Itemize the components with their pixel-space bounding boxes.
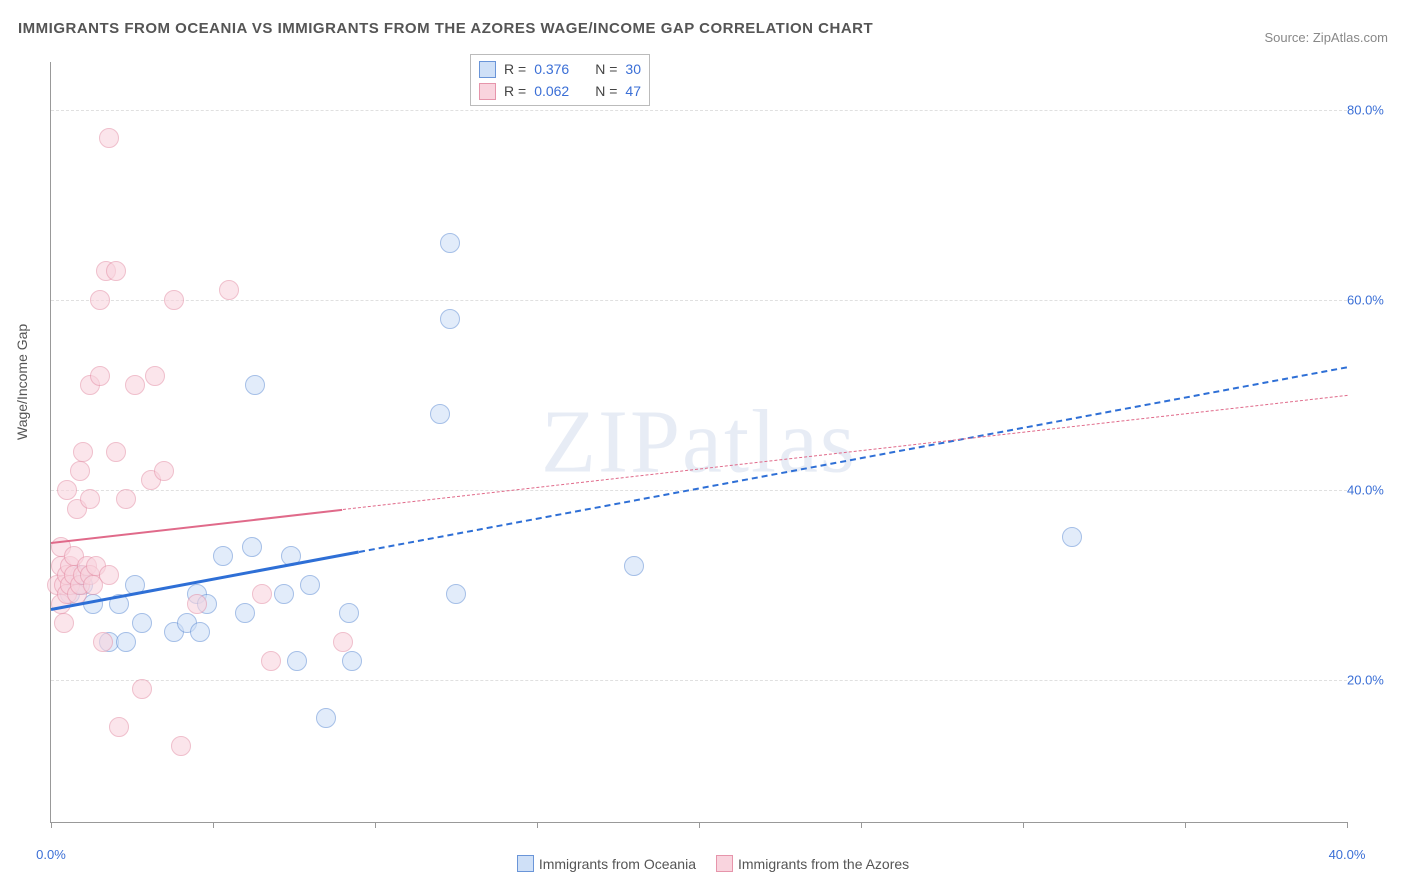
legend-series-label: Immigrants from Oceania [539, 856, 696, 872]
legend-swatch [479, 61, 496, 78]
data-point [106, 442, 126, 462]
data-point [99, 565, 119, 585]
data-point [171, 736, 191, 756]
data-point [339, 603, 359, 623]
data-point [73, 442, 93, 462]
x-tick [699, 822, 700, 828]
legend-n-value: 47 [625, 80, 641, 102]
data-point [440, 309, 460, 329]
x-tick [1023, 822, 1024, 828]
watermark: ZIPatlas [541, 391, 857, 494]
data-point [1062, 527, 1082, 547]
gridline [51, 110, 1347, 111]
data-point [287, 651, 307, 671]
legend-n-label: N = [595, 58, 617, 80]
data-point [93, 632, 113, 652]
trend-line [51, 509, 343, 544]
data-point [116, 632, 136, 652]
legend-series-label: Immigrants from the Azores [738, 856, 909, 872]
data-point [242, 537, 262, 557]
data-point [446, 584, 466, 604]
data-point [80, 489, 100, 509]
legend-swatch [517, 855, 534, 872]
legend-row: R = 0.062 N = 47 [479, 80, 641, 102]
gridline [51, 490, 1347, 491]
legend-n-label: N = [595, 80, 617, 102]
data-point [274, 584, 294, 604]
legend-r-label: R = [504, 58, 526, 80]
data-point [333, 632, 353, 652]
trend-line [359, 366, 1348, 553]
y-tick-label: 80.0% [1347, 102, 1397, 117]
data-point [261, 651, 281, 671]
x-tick [1185, 822, 1186, 828]
data-point [440, 233, 460, 253]
legend-r-value: 0.376 [534, 58, 569, 80]
series-legend: Immigrants from Oceania Immigrants from t… [0, 855, 1406, 872]
x-tick [375, 822, 376, 828]
data-point [90, 290, 110, 310]
data-point [430, 404, 450, 424]
data-point [252, 584, 272, 604]
correlation-legend: R = 0.376 N = 30 R = 0.062 N = 47 [470, 54, 650, 106]
data-point [154, 461, 174, 481]
data-point [116, 489, 136, 509]
y-axis-title: Wage/Income Gap [14, 324, 30, 440]
data-point [624, 556, 644, 576]
x-tick [51, 822, 52, 828]
data-point [54, 613, 74, 633]
source-label: Source: ZipAtlas.com [1264, 30, 1388, 45]
data-point [99, 128, 119, 148]
data-point [190, 622, 210, 642]
data-point [219, 280, 239, 300]
gridline [51, 300, 1347, 301]
data-point [106, 261, 126, 281]
data-point [145, 366, 165, 386]
data-point [132, 613, 152, 633]
legend-swatch [716, 855, 733, 872]
trend-line [343, 394, 1348, 509]
chart-title: IMMIGRANTS FROM OCEANIA VS IMMIGRANTS FR… [18, 20, 873, 37]
gridline [51, 680, 1347, 681]
x-tick [1347, 822, 1348, 828]
data-point [316, 708, 336, 728]
y-tick-label: 40.0% [1347, 482, 1397, 497]
data-point [125, 375, 145, 395]
x-tick [213, 822, 214, 828]
data-point [70, 461, 90, 481]
data-point [235, 603, 255, 623]
data-point [90, 366, 110, 386]
legend-swatch [479, 83, 496, 100]
legend-n-value: 30 [625, 58, 641, 80]
y-tick-label: 60.0% [1347, 292, 1397, 307]
legend-r-value: 0.062 [534, 80, 569, 102]
data-point [342, 651, 362, 671]
data-point [300, 575, 320, 595]
data-point [109, 717, 129, 737]
x-tick [861, 822, 862, 828]
data-point [164, 290, 184, 310]
data-point [57, 480, 77, 500]
x-tick [537, 822, 538, 828]
data-point [187, 594, 207, 614]
plot-area: ZIPatlas 20.0%40.0%60.0%80.0%0.0%40.0% [50, 62, 1347, 823]
legend-r-label: R = [504, 80, 526, 102]
data-point [132, 679, 152, 699]
data-point [213, 546, 233, 566]
legend-row: R = 0.376 N = 30 [479, 58, 641, 80]
data-point [245, 375, 265, 395]
y-tick-label: 20.0% [1347, 672, 1397, 687]
